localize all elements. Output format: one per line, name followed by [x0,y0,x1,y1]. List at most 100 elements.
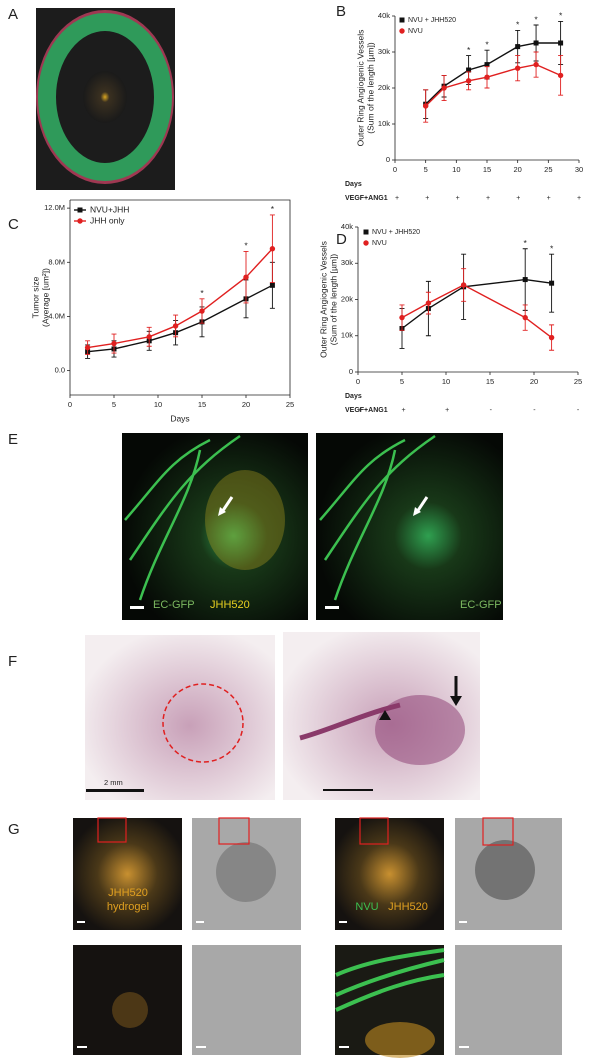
y-tick-label: 30k [341,258,353,267]
marker [199,308,205,314]
x-tick-label: 25 [544,165,552,174]
x-tick-label: 5 [400,377,404,386]
marker [557,72,564,79]
image-a [36,8,175,190]
marker [484,74,490,80]
significance-mark: * [271,204,275,214]
image-label: NVU [355,901,378,913]
x-tick-label: 0 [393,165,397,174]
x-tick-label: 30 [575,165,583,174]
image-label: JHH520 [108,887,148,899]
x-tick-label: 10 [442,377,450,386]
panel-label: B [336,3,346,20]
significance-mark: * [200,288,204,298]
marker [441,85,447,91]
y-axis-label: Outer Ring Angiogenic Vessels [355,30,365,147]
y-axis-label: (Sum of the length [µm]) [365,42,375,134]
significance-mark: * [550,243,554,253]
marker [558,40,564,46]
x-tick-label: 20 [242,400,250,409]
legend-label: JHH only [90,215,125,225]
x-tick-label: 20 [513,165,521,174]
legend-marker [363,240,369,246]
treatment-mark: - [577,407,580,414]
image-label: EC-GFP [153,599,195,611]
legend-marker [399,17,405,23]
significance-mark: * [524,238,528,248]
treatment-mark: + [358,407,362,414]
x-tick-label: 25 [574,377,582,386]
image-label: JHH520 [388,901,428,913]
legend-label: NVU + JHH520 [408,17,456,24]
panel-label: E [8,431,18,448]
significance-mark: * [559,11,563,21]
treatment-mark: + [577,195,581,202]
frame [70,199,291,395]
panel-label: F [8,653,17,670]
significance-mark: * [516,20,520,30]
days-label: Days [345,181,362,188]
legend-marker [363,229,369,235]
marker [172,323,179,329]
days-label: Days [345,393,362,400]
legend-marker [77,207,83,213]
y-tick-label: 0.0 [55,366,65,375]
series-line [425,42,561,105]
marker [460,282,467,288]
x-tick-label: 15 [198,400,206,409]
treatment-mark: - [533,407,536,414]
x-tick-label: 5 [112,400,116,409]
marker [533,61,539,68]
legend-label: NVU [372,240,387,247]
image-label: hydrogel [107,901,149,913]
marker [425,300,432,306]
x-tick-label: 15 [483,165,491,174]
marker [269,282,275,288]
treatment-label: VEGF+ANG1 [345,407,388,414]
x-tick-label: 10 [154,400,162,409]
y-tick-label: 30k [378,47,390,56]
y-tick-label: 12.0M [44,203,65,212]
y-axis-label: (Sum of the length [µm]) [328,254,338,346]
y-tick-label: 20k [378,83,390,92]
x-tick-label: 0 [356,377,360,386]
legend-label: NVU [408,28,423,35]
marker [111,340,117,347]
y-tick-label: 10k [378,119,390,128]
legend-marker [77,218,83,224]
marker [522,277,528,283]
marker [549,280,555,286]
x-tick-label: 25 [286,400,294,409]
image-g [73,817,562,1058]
treatment-mark: + [547,195,551,202]
x-tick-label: 10 [452,165,460,174]
y-axis-label: Tumor size [30,276,40,318]
treatment-mark: + [516,195,520,202]
x-axis-label: Days [170,413,189,423]
marker [269,246,276,252]
y-tick-label: 8.0M [48,257,65,266]
marker [422,103,429,109]
x-tick-label: 5 [424,165,428,174]
y-tick-label: 40k [341,222,353,231]
panel-label: C [8,216,19,233]
significance-mark: * [244,241,248,251]
panel-label: A [8,6,18,23]
marker [146,334,152,340]
marker [548,334,555,341]
treatment-mark: + [456,195,460,202]
marker [466,67,472,73]
y-tick-label: 20k [341,294,353,303]
marker [515,44,521,50]
y-axis-label: (Average [um²]) [40,268,50,327]
image-label: EC-GFP [460,599,502,611]
treatment-mark: + [486,195,490,202]
image-label: JHH520 [210,599,250,611]
scale-label: 2 mm [104,778,123,787]
treatment-mark: - [490,407,493,414]
panel-label: G [8,821,20,838]
axis [69,200,290,396]
significance-mark: * [534,14,538,24]
marker [243,274,249,280]
